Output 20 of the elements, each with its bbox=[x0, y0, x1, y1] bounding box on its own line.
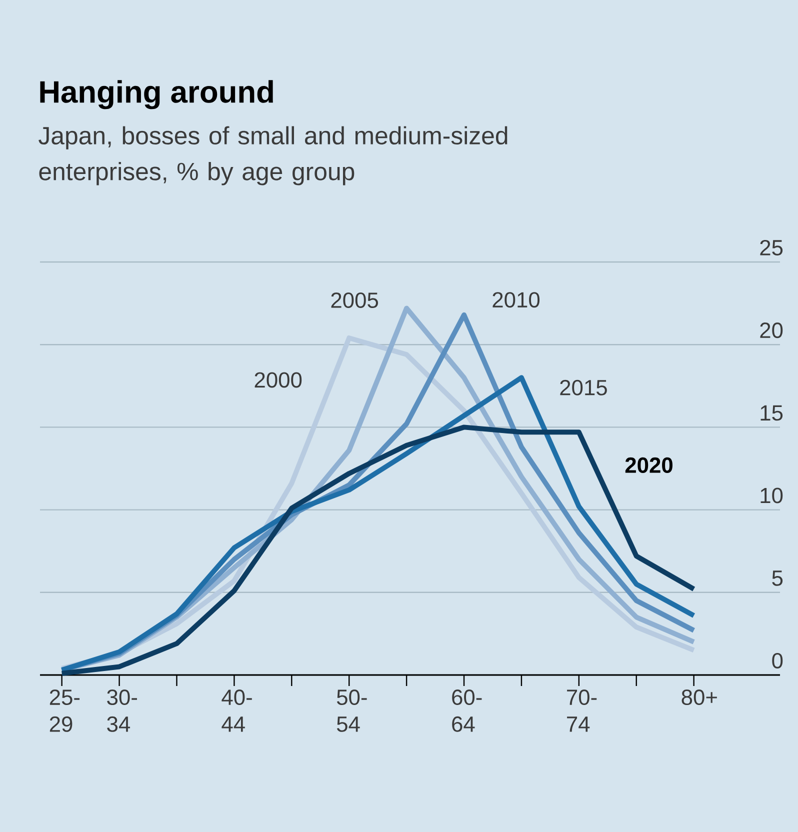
x-tick-label: 25-29 bbox=[50, 690, 80, 732]
series-label: 2000 bbox=[254, 372, 302, 388]
y-tick-label: 0 bbox=[772, 652, 783, 668]
y-tick-label: 5 bbox=[772, 570, 783, 586]
series-label: 2020 bbox=[625, 457, 672, 473]
y-tick-label: 25 bbox=[760, 240, 783, 256]
x-tick-label: 50-54 bbox=[336, 690, 367, 732]
x-tick-label: 80+ bbox=[682, 690, 717, 706]
x-tick-label: 40-44 bbox=[222, 690, 252, 732]
y-tick-label: 10 bbox=[760, 488, 783, 504]
series-label: 2005 bbox=[331, 292, 378, 308]
x-tick-label: 70-74 bbox=[567, 690, 597, 732]
y-tick-label: 20 bbox=[760, 322, 783, 338]
chart-subtitle: Japan, bosses of small and medium-sized enterprises, % by age group bbox=[38, 126, 508, 186]
y-tick-label: 15 bbox=[760, 405, 783, 421]
x-tick-label: 30-34 bbox=[107, 690, 137, 732]
series-label: 2015 bbox=[560, 380, 607, 396]
series-label: 2010 bbox=[492, 292, 540, 308]
x-tick-label: 60-64 bbox=[452, 690, 482, 732]
chart-title: Hanging around bbox=[40, 80, 273, 110]
